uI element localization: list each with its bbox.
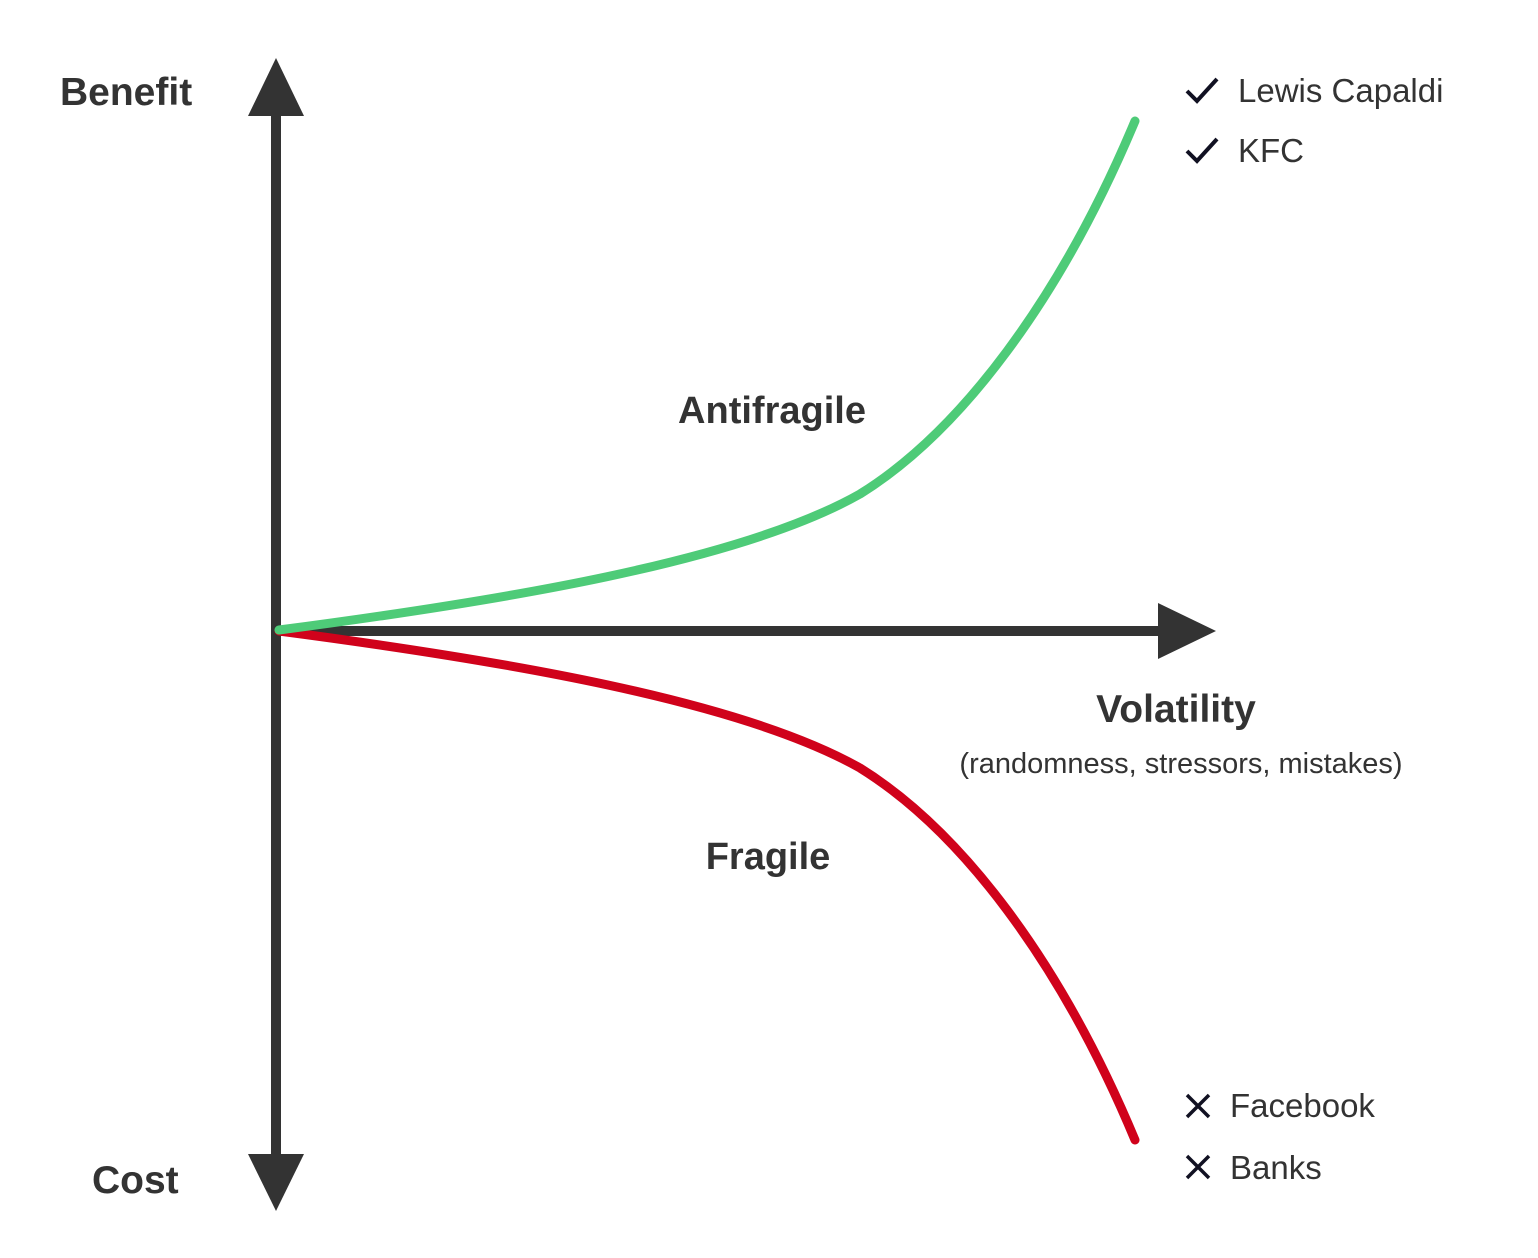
- volatility-label: Volatility: [1096, 688, 1256, 731]
- winners-list: Lewis Capaldi KFC: [1185, 72, 1443, 169]
- winner-item: Lewis Capaldi: [1238, 72, 1443, 109]
- antifragile-label: Antifragile: [678, 390, 866, 432]
- check-icon: [1185, 77, 1219, 104]
- benefit-arrowhead: [248, 58, 304, 116]
- losers-list: Facebook Banks: [1185, 1087, 1375, 1186]
- volatility-arrowhead: [1158, 603, 1216, 659]
- cross-icon: [1185, 1154, 1211, 1180]
- fragile-curve: [274, 626, 1140, 1145]
- cross-icon: [1185, 1093, 1211, 1119]
- cost-arrowhead: [248, 1154, 304, 1211]
- winner-item: KFC: [1238, 132, 1304, 169]
- benefit-label: Benefit: [60, 71, 192, 114]
- fragile-label: Fragile: [706, 836, 831, 878]
- cost-label: Cost: [92, 1159, 179, 1202]
- antifragile-curve: [274, 116, 1140, 635]
- check-icon: [1185, 137, 1219, 164]
- loser-item: Facebook: [1230, 1087, 1375, 1124]
- volatility-sublabel: (randomness, stressors, mistakes): [959, 748, 1402, 780]
- loser-item: Banks: [1230, 1149, 1322, 1186]
